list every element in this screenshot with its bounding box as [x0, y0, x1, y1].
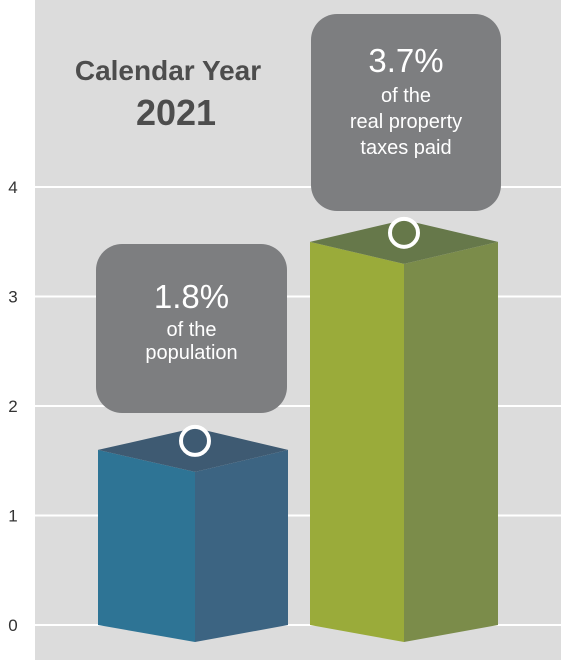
- bar-2-side-face: [404, 241, 498, 642]
- y-tick-label-2: 2: [8, 397, 17, 416]
- callout-2-value: 3.7%: [368, 42, 443, 79]
- chart-title-line2: 2021: [136, 92, 216, 133]
- y-tick-label-0: 0: [8, 616, 17, 635]
- callout-1-line-1: of the: [166, 319, 216, 341]
- callout-2-line-1: of the: [381, 85, 431, 107]
- y-tick-label-3: 3: [8, 288, 17, 307]
- callout-1-box: [96, 244, 287, 413]
- y-tick-label-4: 4: [8, 178, 17, 197]
- callout-2-line-3: taxes paid: [360, 137, 451, 159]
- bar-1-front-face: [98, 449, 195, 642]
- y-tick-label-1: 1: [8, 507, 17, 526]
- bar-2-top-face: [310, 219, 498, 264]
- bar-2-front-face: [310, 241, 404, 642]
- chart-title-line1: Calendar Year: [75, 55, 261, 86]
- callout-1-line-2: population: [145, 342, 237, 364]
- callout-2-box: [311, 14, 501, 211]
- bar-1-top-face: [98, 427, 288, 472]
- callout-1-value: 1.8%: [154, 278, 229, 315]
- bar-1-side-face: [195, 449, 288, 642]
- bar-2: 3.7% of the real property taxes paid: [310, 14, 501, 642]
- callout-1-marker-ring: [179, 424, 211, 457]
- callout-2-marker-ring: [388, 216, 420, 249]
- y-axis-ticks: 0 1 2 3 4: [8, 178, 17, 635]
- callout-2-line-2: real property: [350, 111, 462, 133]
